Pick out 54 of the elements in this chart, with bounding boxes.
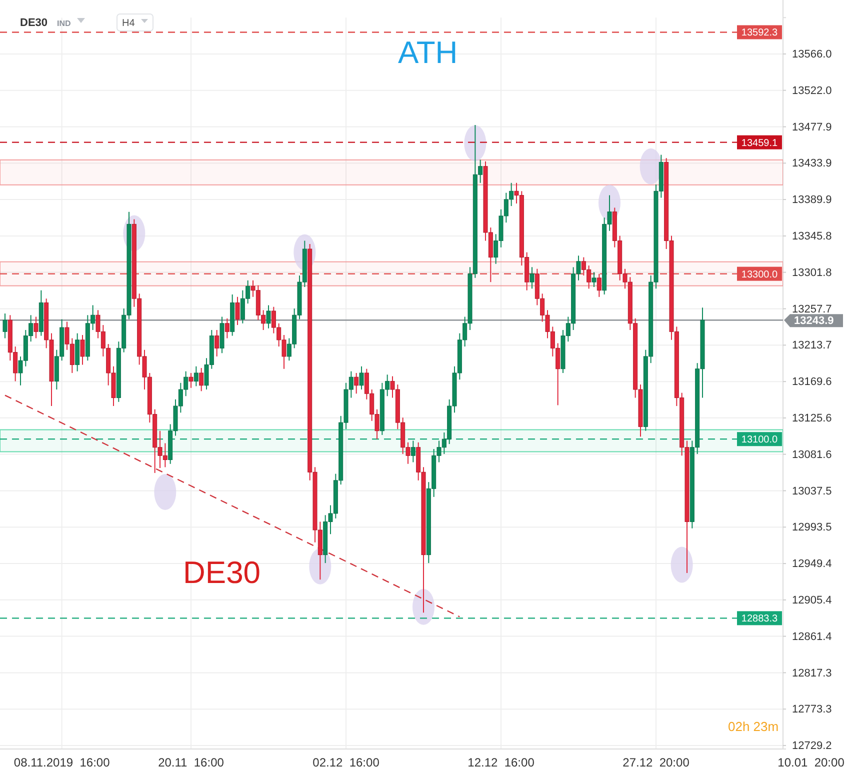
y-tick-label: 12993.5 xyxy=(792,522,832,534)
candlestick xyxy=(266,304,271,329)
x-tick-label: 08.11.2019 16:00 xyxy=(14,755,110,770)
candlestick xyxy=(80,334,85,366)
candlestick xyxy=(596,273,602,298)
y-tick-label: 13257.7 xyxy=(792,303,832,316)
y-tick-label: 13345.8 xyxy=(792,230,832,242)
ref-line-label: 13459.1 xyxy=(741,138,778,149)
y-tick-label: 12949.4 xyxy=(792,558,832,570)
y-tick-label: 12773.3 xyxy=(792,704,832,716)
y-tick-label: 13213.7 xyxy=(792,340,832,352)
x-tick-label: 12.12 16:00 xyxy=(468,755,535,770)
x-tick-label: 02.12 16:00 xyxy=(312,755,380,770)
annotation: IND xyxy=(57,19,71,28)
candlestick xyxy=(199,368,204,392)
candlestick xyxy=(530,266,534,290)
y-tick-label: 13522.0 xyxy=(792,84,832,97)
candlestick xyxy=(194,366,198,387)
y-tick-label: 13477.9 xyxy=(792,121,832,134)
y-tick-label: 13433.9 xyxy=(792,158,832,170)
y-tick-label: 12905.4 xyxy=(792,594,832,606)
chart-title: DE30 xyxy=(20,17,48,29)
annotation: 02h 23m xyxy=(728,719,779,734)
y-tick-label: 12729.2 xyxy=(792,740,832,752)
ref-line-label: 12883.3 xyxy=(741,614,778,625)
ref-line-label: 13592.3 xyxy=(741,28,778,39)
y-tick-label: 13037.5 xyxy=(792,485,832,498)
ref-line-label: 13243.9 xyxy=(794,315,834,328)
y-tick-label: 13566.0 xyxy=(792,48,832,60)
candlestick xyxy=(359,366,364,390)
y-tick-label: 13389.9 xyxy=(792,194,832,206)
y-tick-label: 13169.6 xyxy=(792,376,832,388)
candlestick xyxy=(354,372,359,394)
candlestick xyxy=(224,318,230,339)
ref-line-label: 13300.0 xyxy=(741,269,778,280)
x-tick-label: 20.11 16:00 xyxy=(158,755,224,770)
y-tick-label: 13301.8 xyxy=(792,266,832,279)
candlestick xyxy=(2,312,8,339)
candlestick xyxy=(214,329,220,357)
y-tick-label: 12861.4 xyxy=(792,630,832,643)
y-tick-label: 12817.3 xyxy=(792,667,832,680)
x-tick-label: 10.01 20:00 xyxy=(778,755,845,770)
x-tick-label: 27.12 20:00 xyxy=(622,755,690,770)
candlestick xyxy=(410,440,416,463)
ref-line-label: 13100.0 xyxy=(741,434,778,446)
candlestick xyxy=(188,372,194,388)
annotation: DE30 xyxy=(183,555,261,590)
annotation: H4 xyxy=(122,18,136,29)
candlestick xyxy=(34,316,38,339)
candlestick xyxy=(592,272,596,288)
y-tick-label: 13125.6 xyxy=(792,412,832,424)
annotation: ATH xyxy=(398,35,458,70)
candlestick xyxy=(235,296,240,326)
y-tick-label: 13081.6 xyxy=(792,448,832,461)
